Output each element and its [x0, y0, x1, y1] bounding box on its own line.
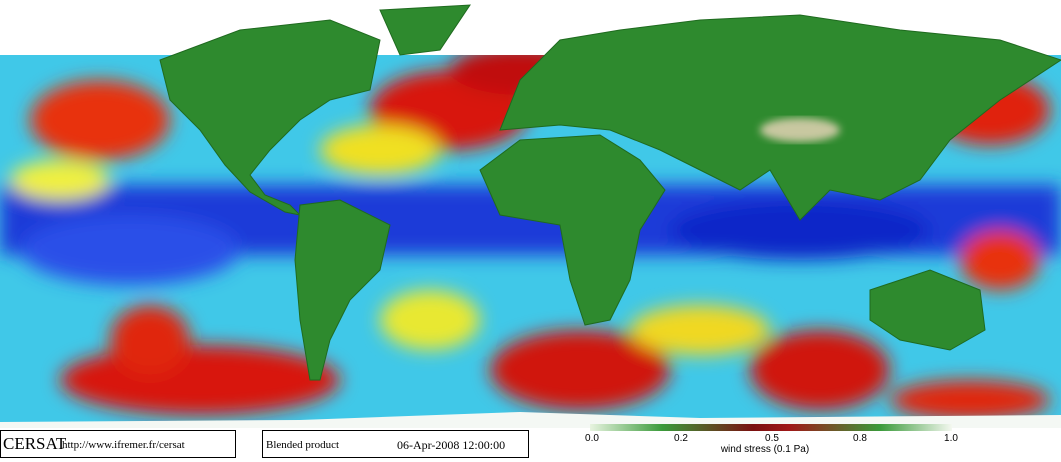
- greenland: [379, 4, 471, 56]
- colorbar-tick: 1.0: [944, 433, 958, 444]
- colorbar-tick: 0.0: [585, 433, 599, 444]
- product: Blended product: [266, 439, 339, 451]
- colorbar-label: wind stress (0.1 Pa): [720, 444, 809, 455]
- africa: [479, 134, 666, 326]
- tibet: [760, 118, 840, 142]
- eurasia: [499, 14, 1061, 221]
- colorbar: [590, 424, 952, 431]
- url: http://www.ifremer.fr/cersat: [62, 439, 185, 451]
- date: 06-Apr-2008 12:00:00: [397, 438, 505, 452]
- colorbar-tick: 0.5: [765, 433, 779, 444]
- logo-box: [0, 430, 236, 458]
- north-america: [159, 19, 381, 216]
- colorbar-tick: 0.2: [674, 433, 688, 444]
- colorbar-tick: 0.8: [853, 433, 867, 444]
- colorbar-ticks: 0.0 0.2 0.5 0.8 1.0: [585, 433, 958, 444]
- continents: [159, 4, 1061, 381]
- logo: CERSAT: [3, 434, 67, 453]
- south-america: [294, 199, 391, 381]
- australia: [869, 269, 986, 351]
- info-box: [262, 430, 529, 458]
